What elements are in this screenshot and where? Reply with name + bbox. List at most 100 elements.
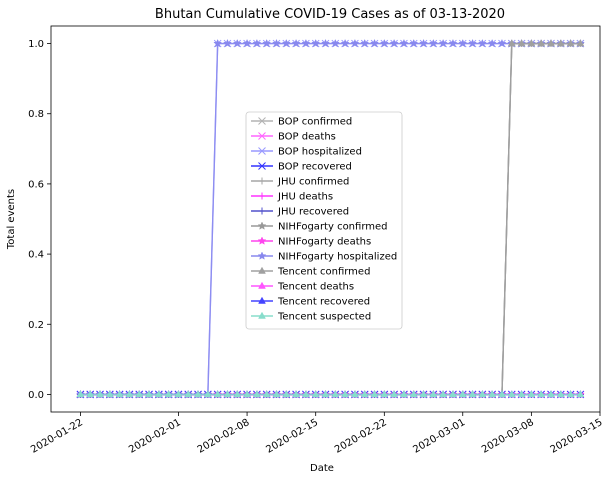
legend-label: JHU recovered <box>277 207 349 218</box>
data-point <box>379 38 389 48</box>
legend-label: NIHFogarty hospitalized <box>278 252 397 263</box>
legend-label: JHU deaths <box>277 192 333 203</box>
data-point <box>321 38 330 48</box>
y-tick-label: 0.2 <box>28 320 44 331</box>
legend-swatch-marker <box>257 251 267 260</box>
data-point <box>105 390 114 398</box>
legend-swatch-marker <box>257 221 267 230</box>
data-point <box>537 39 546 47</box>
data-point <box>272 390 281 398</box>
data-point <box>428 38 438 48</box>
y-tick-label: 0.4 <box>28 250 44 261</box>
data-point <box>213 390 222 398</box>
data-point <box>213 38 223 48</box>
data-point <box>566 39 575 47</box>
data-point <box>96 390 104 398</box>
legend-entry: BOP recovered <box>251 162 352 173</box>
data-point <box>409 390 418 398</box>
data-point <box>184 390 193 398</box>
legend-entry: BOP hospitalized <box>251 147 362 158</box>
x-tick-label: 2020-03-01 <box>411 417 467 456</box>
y-tick-label: 0.0 <box>28 390 44 401</box>
data-point <box>370 390 379 398</box>
data-point <box>370 38 379 48</box>
x-tick-label: 2020-02-22 <box>333 417 389 456</box>
data-point <box>449 390 457 398</box>
data-point <box>350 38 360 48</box>
data-point <box>252 38 262 48</box>
data-point <box>389 38 399 48</box>
data-point <box>380 390 389 398</box>
x-tick-label: 2020-03-08 <box>480 417 536 456</box>
legend-swatch-marker <box>258 177 266 185</box>
data-point <box>194 390 202 398</box>
y-tick-label: 1.0 <box>28 39 44 50</box>
y-tick-label: 0.8 <box>28 109 44 120</box>
data-point <box>468 38 477 48</box>
data-point <box>223 390 232 398</box>
data-point <box>86 390 95 398</box>
data-point <box>76 390 85 398</box>
data-point <box>154 390 163 398</box>
data-point <box>164 390 173 398</box>
data-point <box>390 390 399 398</box>
legend-entry: NIHFogarty deaths <box>251 236 371 248</box>
legend-label: NIHFogarty confirmed <box>278 222 388 233</box>
data-point <box>301 38 311 48</box>
data-point <box>174 390 183 398</box>
data-point <box>576 39 585 47</box>
legend-entry: JHU recovered <box>251 207 349 218</box>
data-point <box>507 39 516 47</box>
legend-label: Tencent suspected <box>277 312 371 323</box>
data-point <box>566 390 575 398</box>
data-point <box>311 390 320 398</box>
legend-label: Tencent recovered <box>277 297 370 308</box>
data-point <box>330 38 340 48</box>
data-point <box>409 38 419 48</box>
y-tick-label: 0.6 <box>28 179 44 190</box>
data-point <box>517 390 526 398</box>
data-point <box>527 39 536 47</box>
data-point <box>125 390 134 398</box>
data-point <box>477 38 487 48</box>
series-layer <box>75 38 585 399</box>
legend-swatch-marker <box>258 311 266 319</box>
data-point <box>331 390 340 398</box>
data-point <box>281 38 291 48</box>
data-point <box>497 38 507 48</box>
legend-swatch-marker <box>257 236 267 245</box>
legend-swatch-marker <box>258 281 266 289</box>
data-point <box>282 390 291 398</box>
plot-frame <box>50 25 601 413</box>
legend-label: JHU confirmed <box>277 177 349 188</box>
legend-label: BOP deaths <box>278 132 336 143</box>
legend-swatch-marker <box>258 266 266 274</box>
legend-swatch-marker <box>258 192 266 200</box>
legend-entry: BOP confirmed <box>251 117 352 128</box>
legend-entry: NIHFogarty hospitalized <box>251 251 397 263</box>
legend-swatch-marker <box>258 296 266 304</box>
legend-box <box>245 111 403 330</box>
data-point <box>517 39 526 47</box>
legend-swatch-marker <box>258 162 266 170</box>
data-point <box>438 38 448 48</box>
legend-label: NIHFogarty deaths <box>278 237 371 248</box>
data-point <box>439 390 448 398</box>
series-tencent-suspected <box>76 390 585 398</box>
legend-swatch-marker <box>258 117 266 125</box>
legend-label: BOP hospitalized <box>278 147 362 158</box>
legend-entry: Tencent recovered <box>251 297 370 308</box>
data-point <box>468 390 477 398</box>
legend-entry: BOP deaths <box>251 132 336 143</box>
legend-label: Tencent confirmed <box>277 267 370 278</box>
legend-entry: NIHFogarty confirmed <box>251 221 388 233</box>
legend-label: BOP confirmed <box>278 117 352 128</box>
legend-label: Tencent deaths <box>277 282 354 293</box>
data-point <box>458 38 468 48</box>
data-point <box>301 390 310 398</box>
data-point <box>399 38 409 48</box>
data-point <box>242 38 252 48</box>
chart-title: Bhutan Cumulative COVID-19 Cases as of 0… <box>155 7 505 22</box>
legend-label: BOP recovered <box>278 162 352 173</box>
